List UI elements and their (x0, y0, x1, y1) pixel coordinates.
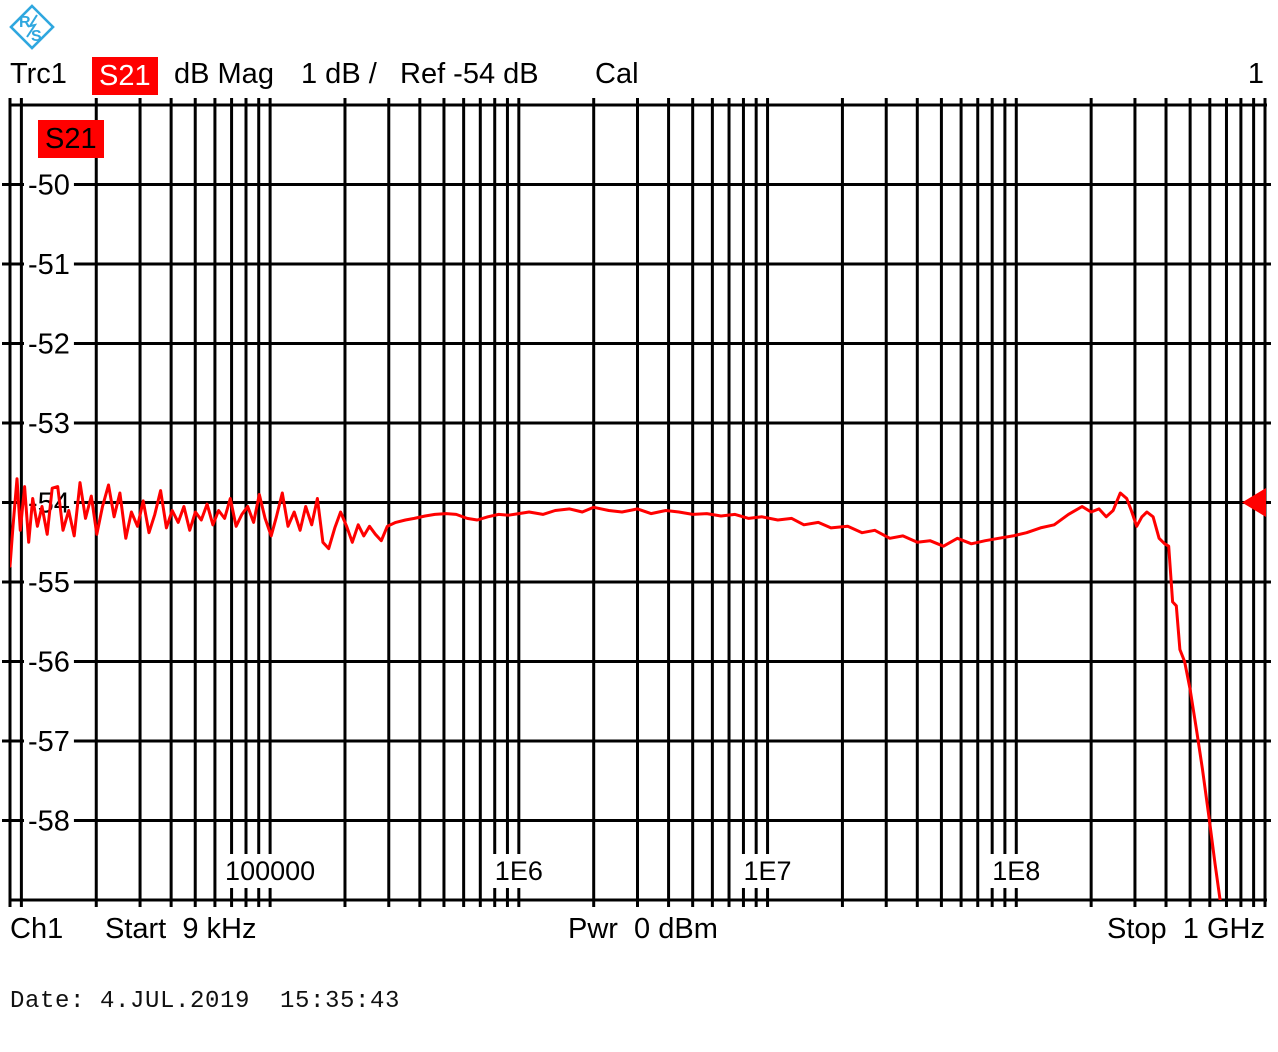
x-tick-label: 1E7 (744, 856, 792, 886)
ref-level-marker[interactable] (1242, 488, 1266, 517)
s21-trace[interactable] (10, 477, 1223, 932)
y-tick-label: -56 (28, 647, 70, 679)
x-tick-label: 1E6 (495, 856, 543, 886)
tick-label-mask (24, 724, 74, 760)
trace-format[interactable]: dB Mag (174, 58, 274, 90)
tick-label-mask (490, 854, 547, 888)
tick-label-mask (24, 565, 74, 601)
tick-label-mask (221, 854, 320, 888)
x-tick-label: 1E8 (992, 856, 1040, 886)
tick-label-mask (24, 644, 74, 681)
tick-label-mask (24, 406, 74, 442)
svg-text:R: R (19, 14, 31, 31)
x-tick-label: 100000 (225, 856, 315, 886)
stop-frequency[interactable]: Stop 1 GHz (1107, 913, 1265, 945)
tick-label-mask (24, 167, 74, 204)
trace-name[interactable]: Trc1 (10, 58, 67, 90)
tick-label-mask (24, 326, 74, 363)
trace-parameter-badge[interactable]: S21 (92, 57, 158, 95)
y-tick-label: -57 (28, 726, 70, 758)
date-timestamp: Date: 4.JUL.2019 15:35:43 (10, 988, 401, 1015)
y-tick-label: -52 (28, 329, 70, 361)
y-tick-label: -53 (28, 408, 70, 440)
start-frequency[interactable]: Start 9 kHz (105, 913, 257, 945)
tick-label-mask (988, 854, 1045, 888)
source-power[interactable]: Pwr 0 dBm (568, 913, 718, 945)
tick-label-mask (24, 803, 74, 840)
y-tick-label: -51 (28, 249, 70, 281)
trace-scale[interactable]: 1 dB / (301, 58, 377, 90)
y-tick-label: -50 (28, 170, 70, 202)
y-tick-label: -55 (28, 567, 70, 599)
svg-text:S: S (31, 28, 42, 45)
rohde-schwarz-logo-icon: R S (9, 4, 55, 50)
tick-label-mask (739, 854, 796, 888)
window-number: 1 (1247, 58, 1264, 90)
cal-status: Cal (595, 58, 639, 90)
y-tick-label: -58 (28, 806, 70, 838)
tick-label-mask (24, 247, 74, 283)
channel-name[interactable]: Ch1 (10, 913, 64, 945)
trace-reference-level[interactable]: Ref -54 dB (400, 58, 539, 90)
trace-label-badge[interactable]: S21 (38, 120, 104, 158)
